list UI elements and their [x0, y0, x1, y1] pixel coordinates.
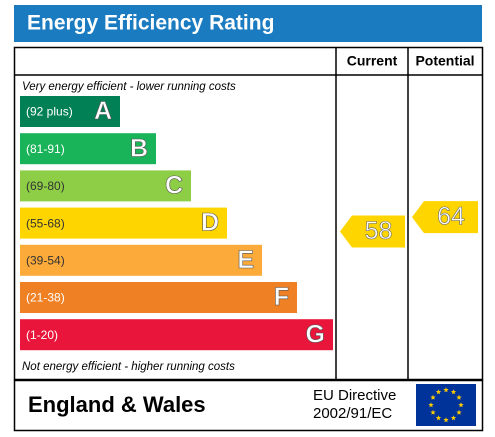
current-rating-arrow [340, 215, 405, 248]
band-range: (55-68) [26, 216, 65, 230]
footer-region: England & Wales [28, 392, 206, 417]
band-range: (92 plus) [26, 105, 73, 119]
eu-star [428, 402, 434, 408]
eu-star [435, 415, 442, 421]
footer-directive: EU Directive [313, 387, 396, 404]
footer-directive: 2002/91/EC [313, 405, 392, 422]
band-range: (81-91) [26, 142, 65, 156]
title: Energy Efficiency Rating [27, 12, 274, 35]
band-bar [20, 133, 156, 165]
bottom-note: Not energy efficient - higher running co… [22, 361, 235, 373]
band-letter: C [165, 172, 183, 200]
eu-star [450, 415, 457, 421]
band-range: (21-38) [26, 291, 65, 305]
potential-rating-arrow [412, 201, 478, 234]
band-range: (39-54) [26, 253, 65, 267]
band-letter: D [201, 209, 219, 237]
eu-star [443, 387, 449, 393]
band-letter: F [274, 283, 289, 311]
band-range: (1-20) [26, 328, 58, 342]
top-note: Very energy efficient - lower running co… [22, 81, 236, 93]
eu-star [456, 409, 462, 415]
eu-star [435, 389, 442, 395]
current-rating-value: 58 [365, 217, 393, 245]
eu-stars [428, 387, 464, 423]
eu-star [450, 389, 457, 395]
band-bar [20, 282, 297, 313]
band-range: (69-80) [26, 179, 65, 193]
band-letter: G [306, 320, 325, 348]
footer-frame [13, 379, 484, 432]
band-bar [20, 244, 262, 276]
band-letter: E [237, 246, 254, 274]
potential-rating-value: 64 [437, 203, 465, 231]
current-header: Current [347, 53, 398, 69]
eu-star [430, 394, 436, 400]
potential-header: Potential [415, 53, 474, 69]
band-bar [20, 170, 191, 202]
band-letter: A [94, 97, 112, 125]
band-letter: B [130, 134, 148, 162]
band-bar [20, 319, 333, 351]
band-bar [20, 207, 227, 239]
eu-star [443, 417, 449, 423]
title-bar [14, 5, 482, 42]
band-bar [20, 96, 120, 127]
eu-star [458, 402, 464, 408]
eu-star [456, 394, 462, 400]
eu-star [430, 409, 436, 415]
main-frame [13, 46, 484, 381]
